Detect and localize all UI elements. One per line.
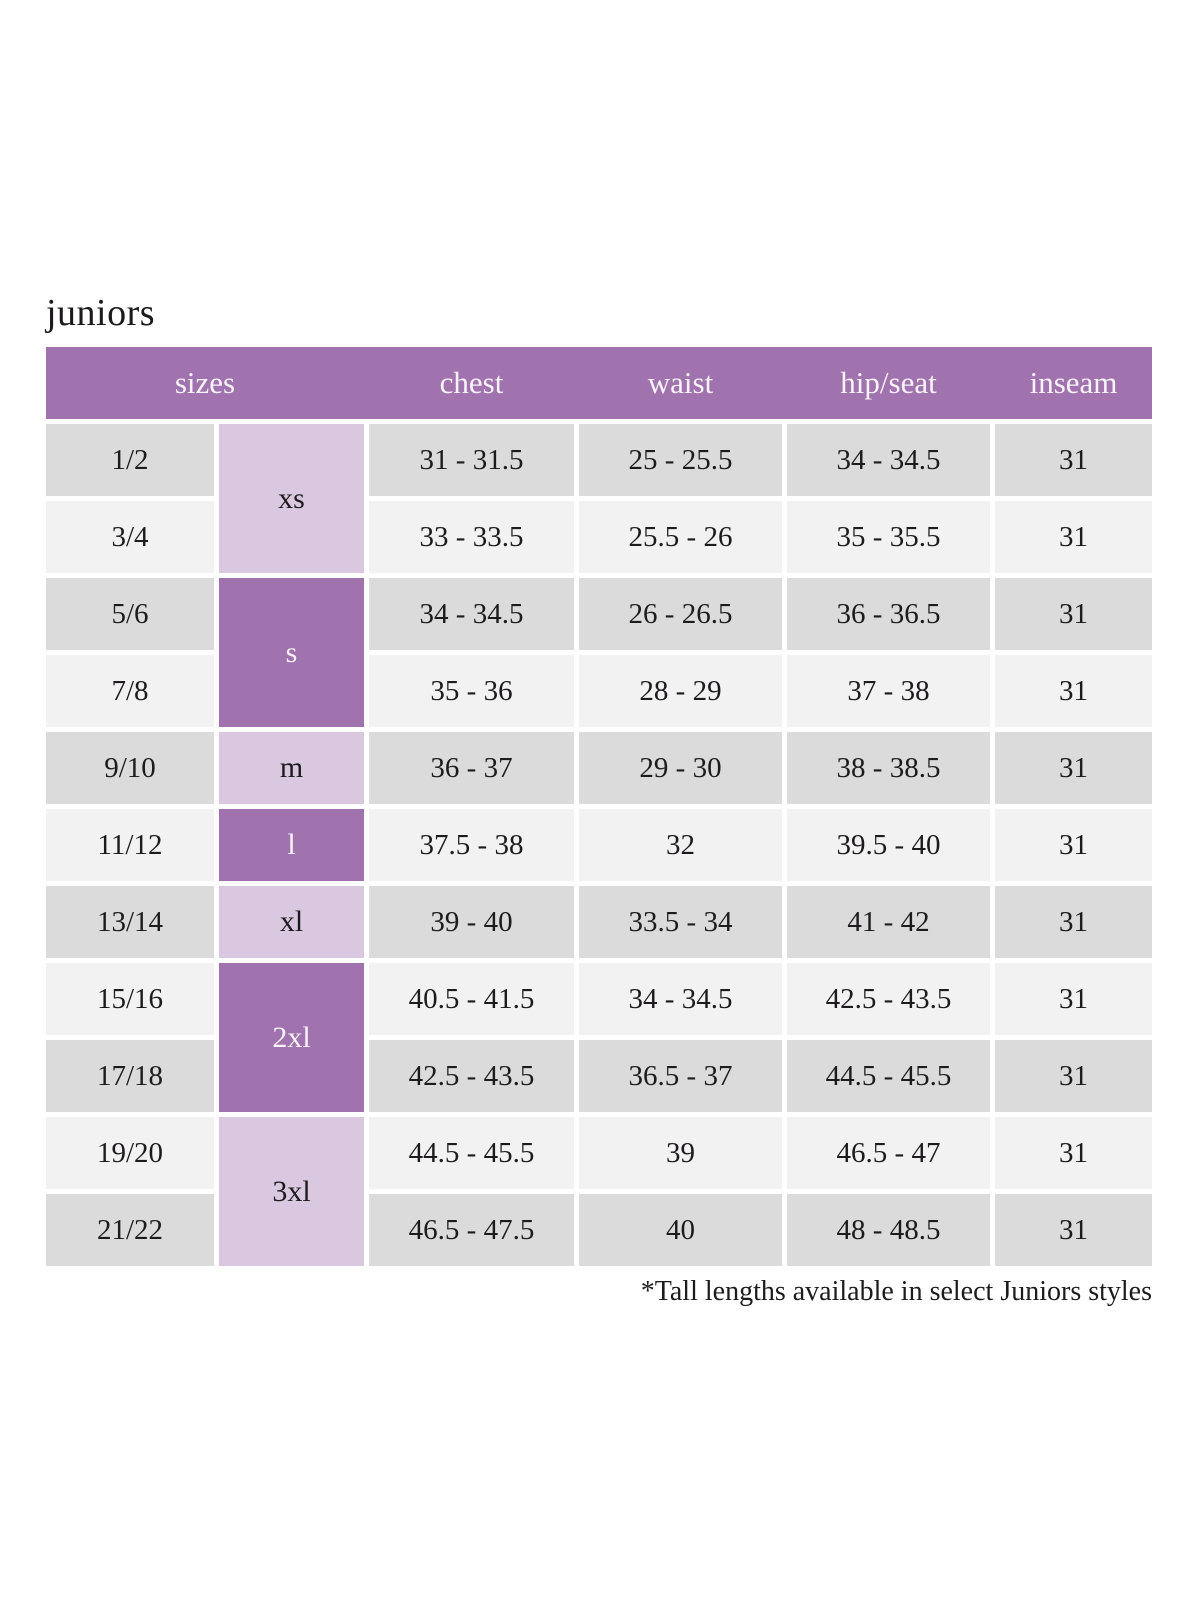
inseam-cell: 31 xyxy=(995,1117,1152,1189)
inseam-cell: 31 xyxy=(995,886,1152,958)
hip-seat-cell: 36 - 36.5 xyxy=(787,578,990,650)
size-cell: 9/10 xyxy=(46,732,214,804)
waist-cell: 34 - 34.5 xyxy=(579,963,782,1035)
size-cell: 15/16 xyxy=(46,963,214,1035)
waist-cell: 40 xyxy=(579,1194,782,1266)
chest-cell: 40.5 - 41.5 xyxy=(369,963,574,1035)
chest-cell: 34 - 34.5 xyxy=(369,578,574,650)
hip-seat-cell: 48 - 48.5 xyxy=(787,1194,990,1266)
chest-cell: 42.5 - 43.5 xyxy=(369,1040,574,1112)
hip-seat-cell: 41 - 42 xyxy=(787,886,990,958)
inseam-cell: 31 xyxy=(995,732,1152,804)
hip-seat-cell: 38 - 38.5 xyxy=(787,732,990,804)
page-title: juniors xyxy=(46,292,156,334)
size-group-cell-m: m xyxy=(219,732,364,804)
size-cell: 19/20 xyxy=(46,1117,214,1189)
waist-cell: 33.5 - 34 xyxy=(579,886,782,958)
waist-cell: 29 - 30 xyxy=(579,732,782,804)
size-group-cell-2xl: 2xl xyxy=(219,963,364,1112)
chest-cell: 44.5 - 45.5 xyxy=(369,1117,574,1189)
inseam-cell: 31 xyxy=(995,963,1152,1035)
footnote: *Tall lengths available in select Junior… xyxy=(640,1276,1152,1307)
table-header-row: sizes chest waist hip/seat inseam xyxy=(46,347,1152,419)
header-sizes: sizes xyxy=(174,365,236,400)
size-cell: 13/14 xyxy=(46,886,214,958)
size-group-cell-xs: xs xyxy=(219,424,364,573)
hip-seat-cell: 39.5 - 40 xyxy=(787,809,990,881)
size-cell: 21/22 xyxy=(46,1194,214,1266)
waist-cell: 28 - 29 xyxy=(579,655,782,727)
waist-cell: 36.5 - 37 xyxy=(579,1040,782,1112)
chest-cell: 39 - 40 xyxy=(369,886,574,958)
size-group-cell-s: s xyxy=(219,578,364,727)
inseam-cell: 31 xyxy=(995,1040,1152,1112)
size-group-cell-xl: xl xyxy=(219,886,364,958)
hip-seat-cell: 37 - 38 xyxy=(787,655,990,727)
chest-cell: 31 - 31.5 xyxy=(369,424,574,496)
size-cell: 1/2 xyxy=(46,424,214,496)
waist-cell: 25 - 25.5 xyxy=(579,424,782,496)
chest-cell: 46.5 - 47.5 xyxy=(369,1194,574,1266)
chest-cell: 35 - 36 xyxy=(369,655,574,727)
inseam-cell: 31 xyxy=(995,501,1152,573)
size-cell: 3/4 xyxy=(46,501,214,573)
header-chest: chest xyxy=(439,365,504,400)
inseam-cell: 31 xyxy=(995,655,1152,727)
inseam-cell: 31 xyxy=(995,424,1152,496)
inseam-cell: 31 xyxy=(995,578,1152,650)
juniors-size-table: sizes chest waist hip/seat inseam xs s m… xyxy=(46,347,1152,1266)
waist-cell: 39 xyxy=(579,1117,782,1189)
size-group-cell-l: l xyxy=(219,809,364,881)
inseam-cell: 31 xyxy=(995,1194,1152,1266)
header-inseam: inseam xyxy=(1029,365,1118,400)
waist-cell: 32 xyxy=(579,809,782,881)
waist-cell: 26 - 26.5 xyxy=(579,578,782,650)
hip-seat-cell: 44.5 - 45.5 xyxy=(787,1040,990,1112)
size-cell: 11/12 xyxy=(46,809,214,881)
chest-cell: 33 - 33.5 xyxy=(369,501,574,573)
hip-seat-cell: 46.5 - 47 xyxy=(787,1117,990,1189)
hip-seat-cell: 42.5 - 43.5 xyxy=(787,963,990,1035)
size-group-cell-3xl: 3xl xyxy=(219,1117,364,1266)
hip-seat-cell: 34 - 34.5 xyxy=(787,424,990,496)
header-waist: waist xyxy=(647,365,714,400)
size-cell: 17/18 xyxy=(46,1040,214,1112)
size-cell: 7/8 xyxy=(46,655,214,727)
table-body: xs s m l xl 2xl 3xl 1/2 31 - 31.5 25 - 2… xyxy=(46,424,1152,1266)
inseam-cell: 31 xyxy=(995,809,1152,881)
waist-cell: 25.5 - 26 xyxy=(579,501,782,573)
header-hip-seat: hip/seat xyxy=(840,365,937,400)
chest-cell: 37.5 - 38 xyxy=(369,809,574,881)
size-chart-page: juniors sizes chest waist hip/seat insea… xyxy=(46,292,1152,1307)
size-cell: 5/6 xyxy=(46,578,214,650)
chest-cell: 36 - 37 xyxy=(369,732,574,804)
hip-seat-cell: 35 - 35.5 xyxy=(787,501,990,573)
